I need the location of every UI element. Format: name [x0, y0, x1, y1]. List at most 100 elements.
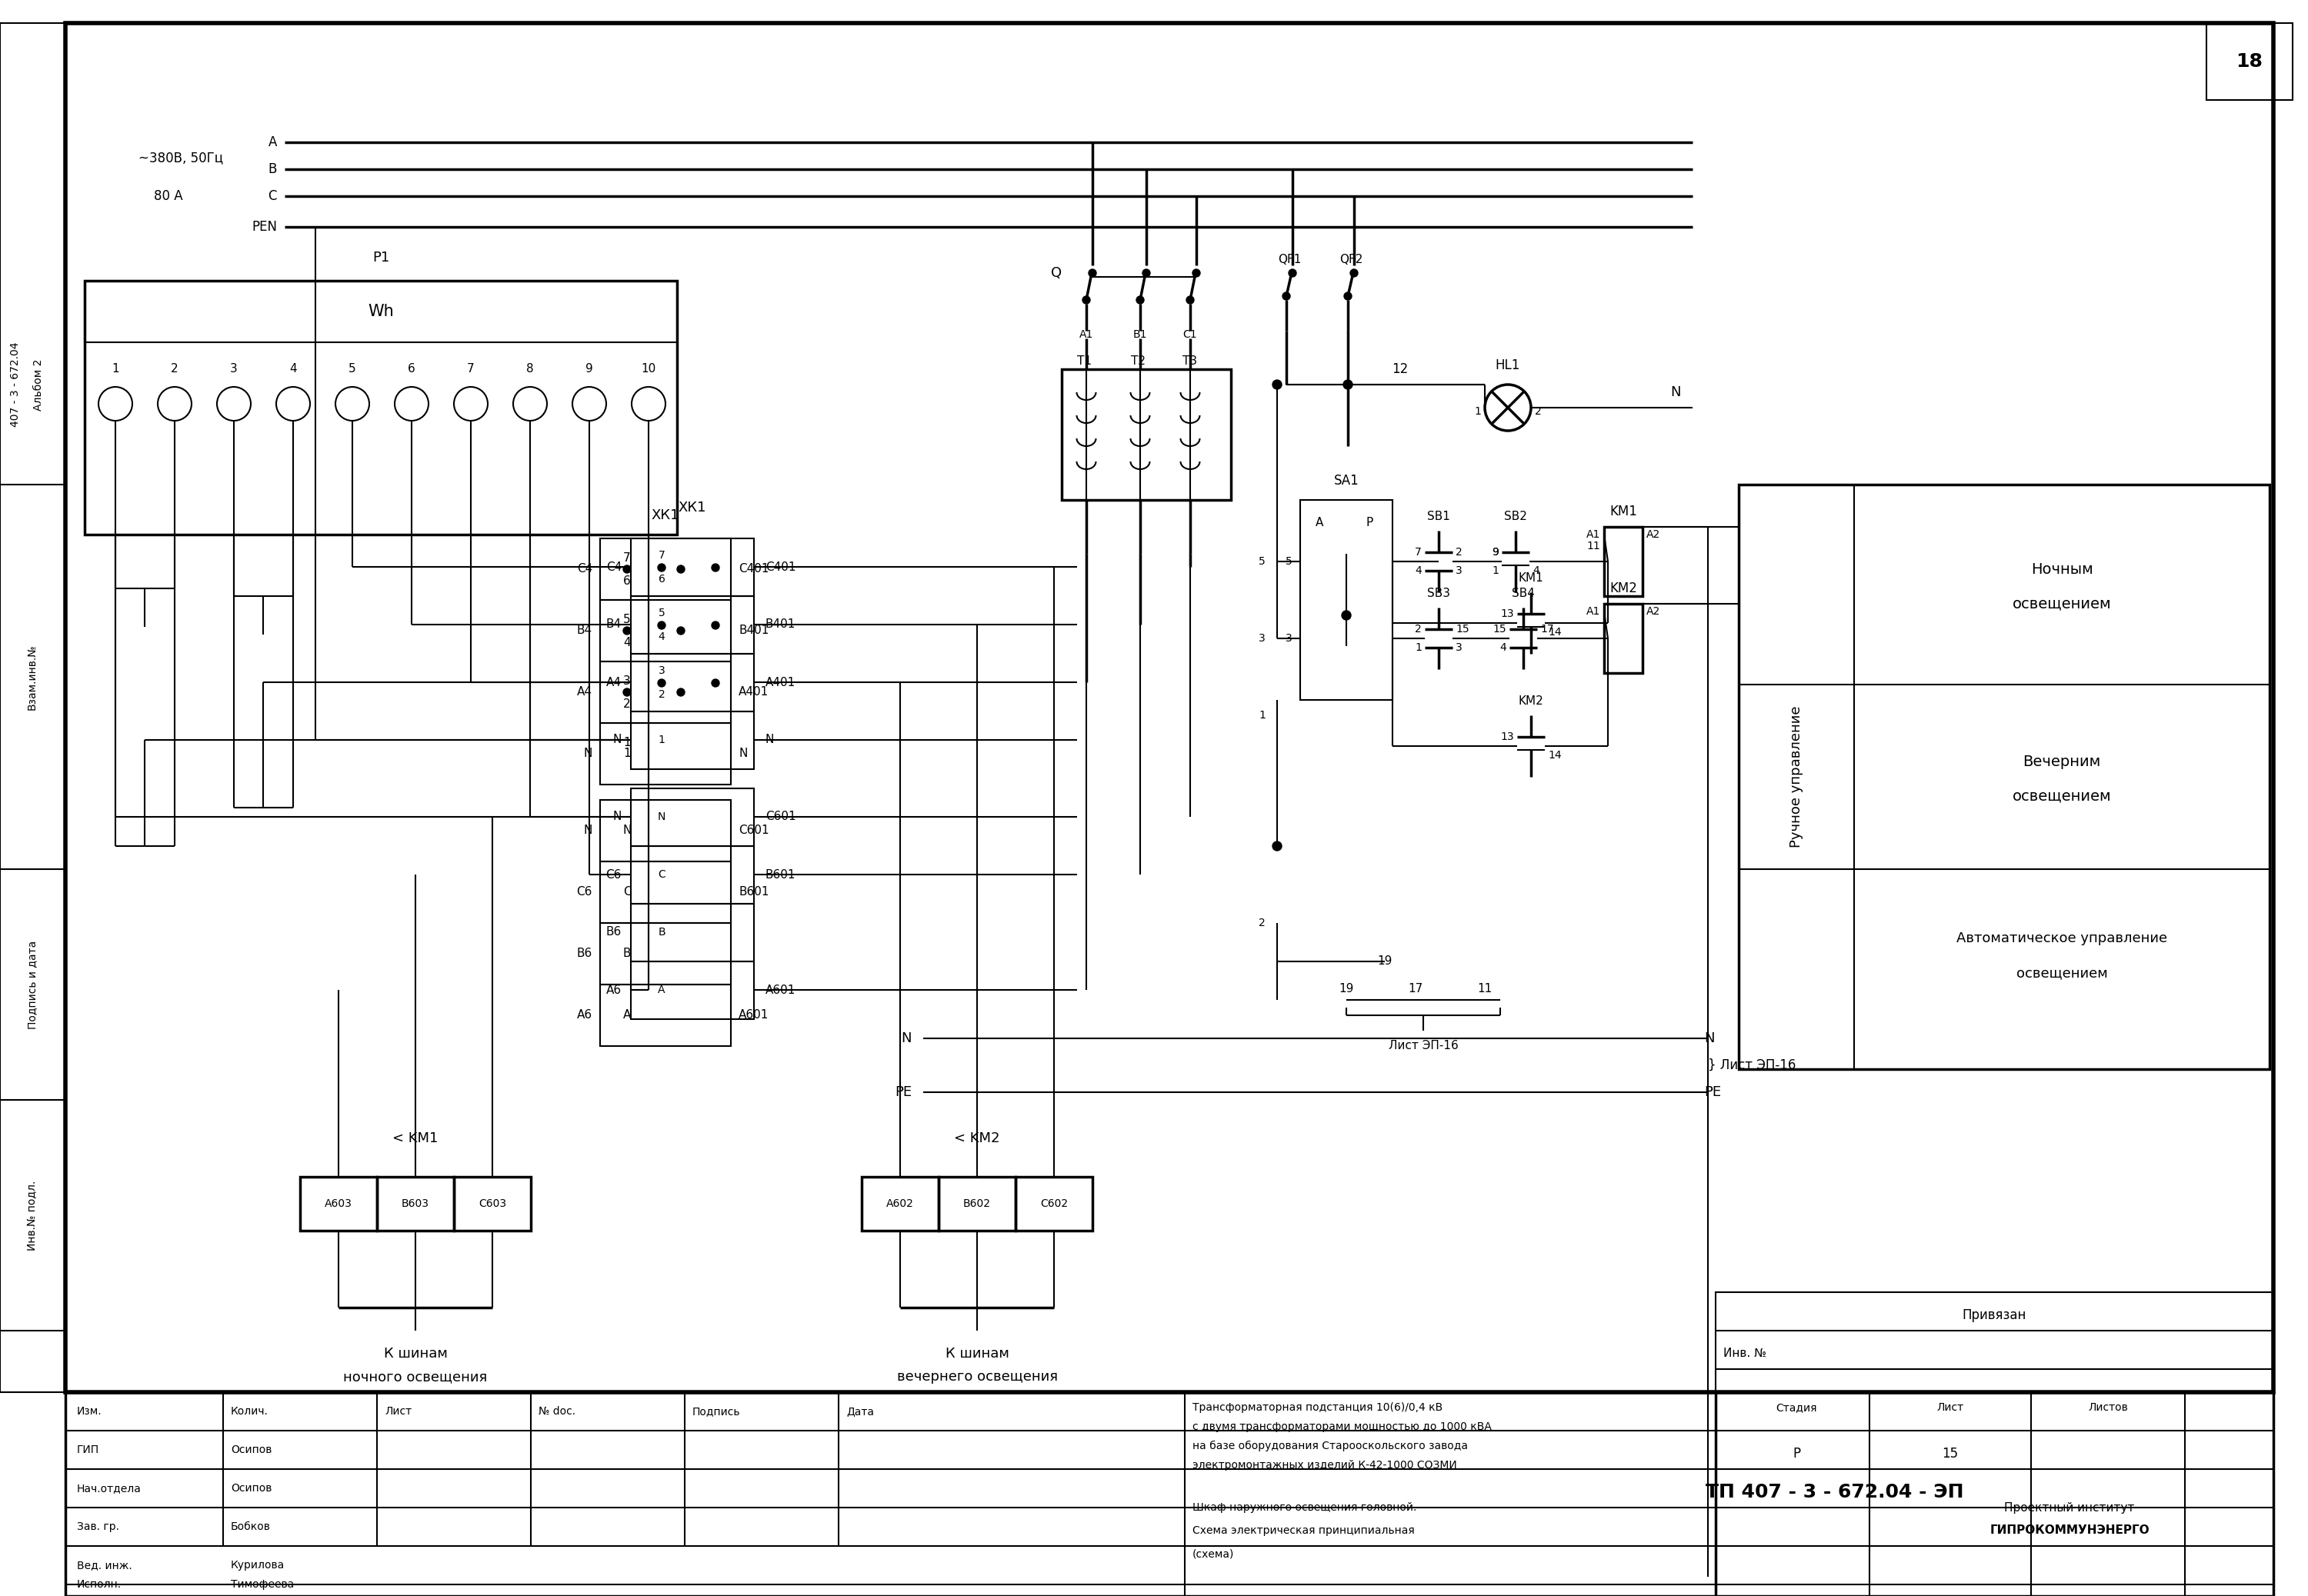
Text: C1: C1 — [1184, 329, 1198, 340]
Text: 7: 7 — [466, 364, 475, 375]
Text: 3: 3 — [623, 675, 630, 686]
Text: HL1: HL1 — [1496, 359, 1521, 372]
Text: 13: 13 — [1500, 731, 1514, 742]
Text: A601: A601 — [739, 1010, 769, 1021]
Text: 4: 4 — [623, 637, 630, 648]
Text: 3: 3 — [1258, 634, 1265, 643]
Bar — [861, 1176, 939, 1231]
Text: C601: C601 — [739, 825, 769, 836]
Bar — [300, 1176, 376, 1231]
Text: 2: 2 — [658, 689, 665, 701]
Circle shape — [1142, 270, 1149, 276]
Text: Изм.: Изм. — [76, 1406, 102, 1417]
Text: 1: 1 — [623, 749, 630, 760]
Text: 4: 4 — [658, 632, 665, 642]
Text: Зав. гр.: Зав. гр. — [76, 1521, 120, 1532]
Text: C401: C401 — [739, 563, 769, 575]
Text: KM1: KM1 — [1519, 573, 1544, 584]
Text: 13: 13 — [1500, 608, 1514, 619]
Text: ХК1: ХК1 — [651, 509, 679, 522]
Text: Лист ЭП-16: Лист ЭП-16 — [1389, 1041, 1459, 1052]
Text: 19: 19 — [1339, 983, 1355, 994]
Text: К шинам: К шинам — [383, 1347, 448, 1361]
Text: 2: 2 — [1415, 624, 1422, 635]
Text: 7: 7 — [658, 551, 665, 560]
Circle shape — [512, 386, 547, 421]
Text: A2: A2 — [1646, 530, 1659, 539]
Circle shape — [1484, 385, 1530, 431]
Bar — [600, 922, 732, 985]
Text: 12: 12 — [1392, 362, 1408, 377]
Text: ГИП: ГИП — [76, 1444, 99, 1456]
Text: освещением: освещением — [2013, 788, 2112, 803]
Circle shape — [99, 386, 132, 421]
Text: A401: A401 — [766, 677, 796, 688]
Text: 14: 14 — [1549, 750, 1563, 761]
Text: Исполн.: Исполн. — [76, 1578, 122, 1590]
Text: B1: B1 — [1133, 329, 1147, 340]
Text: C6: C6 — [577, 886, 593, 899]
Text: < KM1: < KM1 — [392, 1132, 439, 1146]
Text: 5: 5 — [623, 613, 630, 626]
Text: N: N — [658, 811, 665, 822]
Text: Лист: Лист — [385, 1406, 411, 1417]
Circle shape — [676, 565, 685, 573]
Text: A6: A6 — [607, 985, 621, 996]
Text: 6: 6 — [409, 364, 415, 375]
Text: P: P — [1366, 517, 1373, 528]
Text: ХК1: ХК1 — [679, 501, 706, 514]
Text: N: N — [614, 811, 621, 822]
Text: ночного освещения: ночного освещения — [344, 1369, 487, 1384]
Text: A4: A4 — [577, 686, 593, 697]
Text: C603: C603 — [478, 1199, 505, 1210]
Bar — [1738, 485, 2269, 1069]
Text: A: A — [623, 1010, 630, 1021]
Text: A2: A2 — [1646, 606, 1659, 618]
Circle shape — [1186, 297, 1193, 303]
Text: B401: B401 — [766, 619, 796, 630]
Bar — [600, 600, 732, 661]
Text: B601: B601 — [766, 868, 796, 881]
Text: A: A — [268, 136, 277, 148]
Text: QF2: QF2 — [1339, 254, 1362, 265]
Text: с двумя трансформаторами мощностью до 1000 кВА: с двумя трансформаторами мощностью до 10… — [1193, 1422, 1491, 1432]
Text: Лист: Лист — [1936, 1403, 1964, 1412]
Bar — [600, 862, 732, 922]
Text: T2: T2 — [1131, 356, 1145, 367]
Text: 15: 15 — [1941, 1448, 1959, 1460]
Text: 3: 3 — [1456, 642, 1463, 653]
Bar — [1062, 369, 1230, 500]
Text: } Лист ЭП-16: } Лист ЭП-16 — [1708, 1058, 1796, 1073]
Text: T3: T3 — [1182, 356, 1198, 367]
Text: 80 А: 80 А — [155, 190, 182, 203]
Text: на базе оборудования Старооскольского завода: на базе оборудования Старооскольского за… — [1193, 1441, 1468, 1451]
Text: B: B — [268, 163, 277, 176]
Circle shape — [1343, 380, 1352, 389]
Text: 5: 5 — [349, 364, 355, 375]
Text: A603: A603 — [325, 1199, 353, 1210]
Text: A601: A601 — [766, 985, 796, 996]
Text: 2: 2 — [623, 697, 630, 710]
Text: 6: 6 — [658, 575, 665, 584]
Text: C4: C4 — [577, 563, 593, 575]
Text: B401: B401 — [739, 626, 769, 637]
Circle shape — [676, 688, 685, 696]
Text: 18: 18 — [2236, 53, 2262, 70]
Text: A: A — [658, 985, 665, 996]
Text: N: N — [584, 749, 593, 760]
Text: A: A — [1316, 517, 1322, 528]
Circle shape — [217, 386, 252, 421]
Circle shape — [157, 386, 192, 421]
Circle shape — [632, 386, 665, 421]
Text: Колич.: Колич. — [231, 1406, 268, 1417]
Text: C: C — [268, 190, 277, 203]
Circle shape — [1283, 292, 1290, 300]
Text: 15: 15 — [1456, 624, 1470, 635]
Text: Wh: Wh — [367, 303, 395, 319]
Text: SB4: SB4 — [1512, 587, 1535, 600]
Text: Нач.отдела: Нач.отдела — [76, 1483, 141, 1494]
Text: 2: 2 — [1535, 405, 1542, 417]
Bar — [630, 712, 755, 769]
Text: C4: C4 — [607, 562, 621, 573]
Text: Q: Q — [1050, 267, 1062, 279]
